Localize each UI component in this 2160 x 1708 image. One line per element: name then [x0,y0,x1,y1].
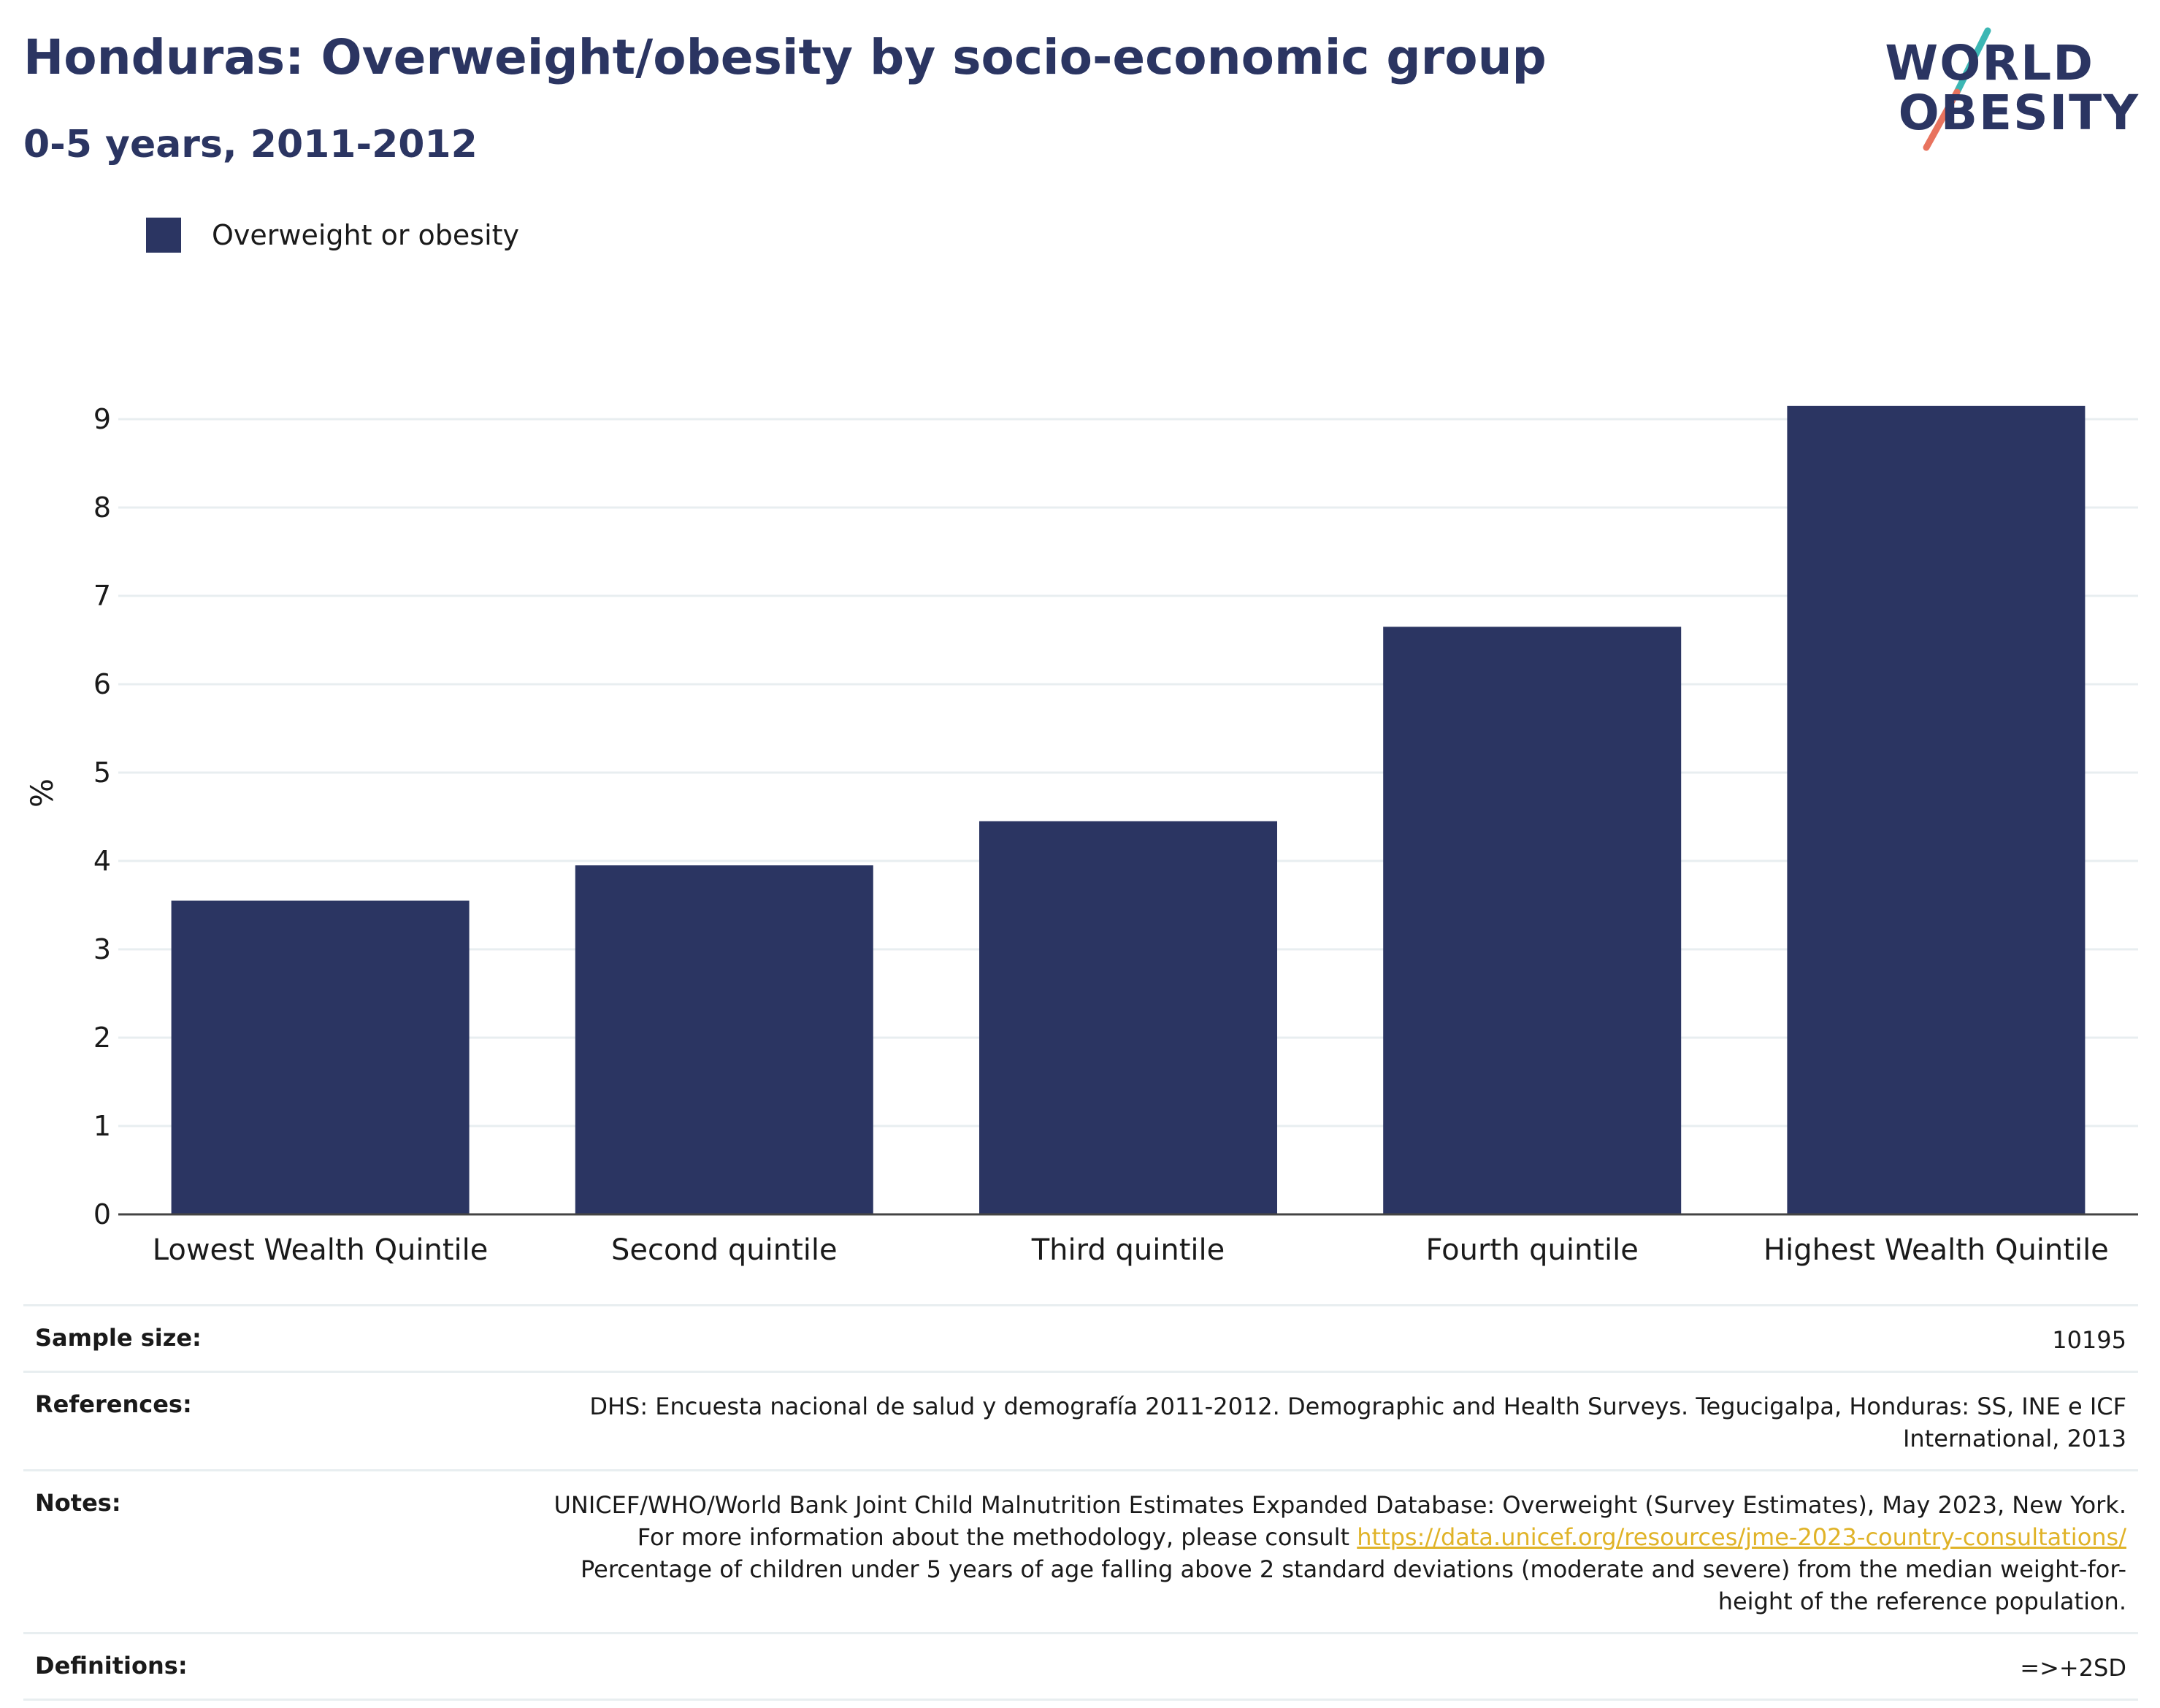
page-title: Honduras: Overweight/obesity by socio-ec… [23,29,1547,85]
logo-slash-icon [1923,27,1991,151]
notes-label: Notes: [35,1489,121,1517]
y-tick-label: 5 [93,757,111,789]
sample-size-label: Sample size: [35,1324,202,1352]
notes-row: Notes: UNICEF/WHO/World Bank Joint Child… [23,1469,2138,1632]
notes-text-1: UNICEF/WHO/World Bank Joint Child Malnut… [554,1491,2127,1551]
info-table: Sample size: 10195 References: DHS: Encu… [23,1304,2138,1701]
references-value: DHS: Encuesta nacional de salud y demogr… [589,1393,2126,1452]
y-tick-label: 8 [93,491,111,524]
definitions-value: =>+2SD [2020,1654,2126,1682]
definitions-row: Definitions: =>+2SD [23,1632,2138,1701]
x-tick-label: Highest Wealth Quintile [1763,1233,2109,1267]
y-axis-label: % [24,778,60,808]
bar [979,821,1277,1214]
x-tick-label: Second quintile [611,1233,838,1267]
chart-legend: Overweight or obesity [146,216,519,254]
y-tick-label: 0 [93,1198,111,1230]
bar [1787,405,2086,1214]
y-tick-label: 1 [93,1110,111,1142]
x-tick-label: Third quintile [1031,1233,1225,1267]
logo-text-obesity: OBESITY [1898,85,2140,141]
bar [575,865,873,1214]
x-tick-label: Fourth quintile [1426,1233,1639,1267]
sample-size-row: Sample size: 10195 [23,1304,2138,1371]
bar [1383,627,1682,1214]
y-tick-label: 3 [93,933,111,965]
y-tick-label: 9 [93,403,111,435]
notes-text-2: Percentage of children under 5 years of … [581,1555,2126,1615]
legend-label: Overweight or obesity [212,219,520,251]
sample-size-value: 10195 [2052,1326,2126,1354]
legend-swatch [146,218,181,253]
references-row: References: DHS: Encuesta nacional de sa… [23,1371,2138,1469]
page-subtitle: 0-5 years, 2011-2012 [23,123,478,166]
y-tick-label: 7 [93,580,111,612]
bar [171,900,470,1214]
y-tick-label: 2 [93,1022,111,1054]
logo-text-world: WORLD [1885,35,2094,91]
notes-link[interactable]: https://data.unicef.org/resources/jme-20… [1357,1523,2126,1551]
y-tick-label: 6 [93,668,111,700]
notes-value: UNICEF/WHO/World Bank Joint Child Malnut… [520,1489,2127,1617]
x-tick-label: Lowest Wealth Quintile [153,1233,489,1267]
world-obesity-logo: WORLD OBESITY [1885,22,2140,153]
y-tick-label: 4 [93,845,111,877]
bar-chart: 0 1 2 3 4 5 6 7 8 9 Lowest Wealth Quintile Second q… [24,403,2138,1267]
references-label: References: [35,1390,192,1418]
definitions-label: Definitions: [35,1652,188,1680]
